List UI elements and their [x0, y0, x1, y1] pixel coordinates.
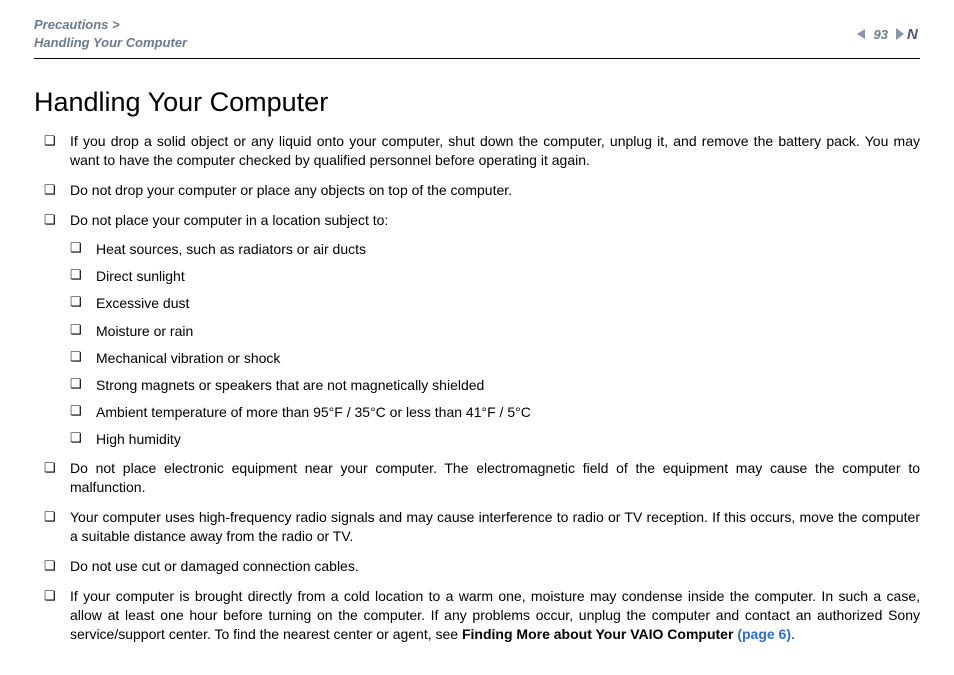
reference-bold: Finding More about Your VAIO Computer: [462, 626, 737, 642]
page-header: Precautions > Handling Your Computer 93 …: [34, 16, 920, 59]
list-item: High humidity: [70, 430, 920, 448]
list-item: Direct sunlight: [70, 267, 920, 285]
list-item: If you drop a solid object or any liquid…: [44, 132, 920, 170]
list-item: Do not drop your computer or place any o…: [44, 181, 920, 200]
sub-list: Heat sources, such as radiators or air d…: [70, 240, 920, 449]
list-item: Do not place electronic equipment near y…: [44, 459, 920, 497]
breadcrumb-title: Handling Your Computer: [34, 34, 187, 52]
list-item: Do not place your computer in a location…: [44, 211, 920, 448]
list-item: Mechanical vibration or shock: [70, 349, 920, 367]
list-item: Ambient temperature of more than 95°F / …: [70, 403, 920, 421]
list-item: Strong magnets or speakers that are not …: [70, 376, 920, 394]
next-page-icon[interactable]: N: [894, 26, 920, 42]
page-title: Handling Your Computer: [34, 87, 920, 118]
list-item-text: Do not place your computer in a location…: [70, 212, 388, 228]
page-number: 93: [874, 27, 888, 42]
list-item: Do not use cut or damaged connection cab…: [44, 557, 920, 576]
breadcrumb: Precautions > Handling Your Computer: [34, 16, 187, 52]
list-item: If your computer is brought directly fro…: [44, 587, 920, 644]
svg-text:N: N: [907, 26, 919, 42]
list-item: Moisture or rain: [70, 322, 920, 340]
list-item-end: .: [791, 626, 795, 642]
page-nav: 93 N: [854, 26, 920, 42]
prev-page-icon[interactable]: [854, 27, 868, 41]
list-item: Your computer uses high-frequency radio …: [44, 508, 920, 546]
page-reference-link[interactable]: (page 6): [737, 626, 791, 642]
document-page: Precautions > Handling Your Computer 93 …: [0, 0, 954, 675]
list-item: Excessive dust: [70, 294, 920, 312]
breadcrumb-section: Precautions >: [34, 16, 187, 34]
precautions-list: If you drop a solid object or any liquid…: [34, 132, 920, 643]
list-item: Heat sources, such as radiators or air d…: [70, 240, 920, 258]
